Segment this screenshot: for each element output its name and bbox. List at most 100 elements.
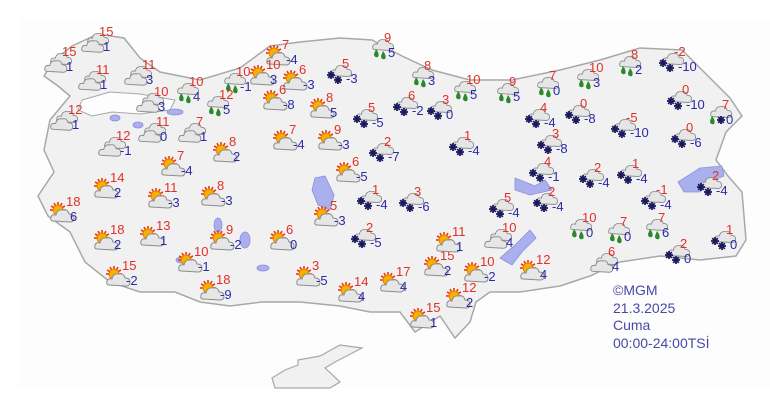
min-temp: -9 — [220, 287, 232, 302]
max-temp: 8 — [326, 90, 334, 105]
weather-station: 9 -3 — [316, 123, 360, 159]
min-temp: 4 — [193, 89, 201, 104]
weather-station: 14 2 — [92, 171, 136, 207]
min-temp: -4 — [508, 205, 520, 220]
cloudy-icon — [44, 53, 72, 73]
max-temp: 1 — [464, 128, 472, 143]
max-temp: 2 — [384, 134, 392, 149]
min-temp: 3 — [270, 72, 278, 87]
min-temp: -10 — [630, 125, 649, 140]
cloudy-icon — [484, 229, 512, 249]
partly-cloudy-icon — [310, 98, 335, 119]
cloudy-icon — [81, 33, 109, 53]
partly-cloudy-icon — [283, 70, 308, 91]
min-temp: -10 — [686, 97, 705, 112]
min-temp: 1 — [66, 59, 74, 74]
snow-icon — [671, 129, 696, 148]
max-temp: 10 — [480, 254, 495, 269]
max-temp: 3 — [414, 184, 422, 199]
max-temp: 5 — [368, 100, 376, 115]
max-temp: 6 — [408, 88, 416, 103]
snow-icon — [489, 199, 514, 218]
max-temp: 6 — [299, 62, 307, 77]
snow-icon — [579, 169, 604, 188]
weather-station: 2 -4 — [530, 185, 574, 221]
min-temp: -2 — [126, 273, 138, 288]
partly-cloudy-icon — [50, 202, 75, 223]
max-temp: 11 — [96, 62, 110, 77]
weather-station: 10 3 — [136, 85, 180, 121]
min-temp: -5 — [370, 235, 382, 250]
max-temp: 10 — [236, 64, 251, 79]
max-temp: 12 — [116, 128, 131, 143]
rain-icon — [497, 83, 519, 104]
snow-icon — [327, 65, 352, 84]
min-temp: -4 — [544, 115, 556, 130]
min-temp: -2 — [484, 269, 496, 284]
min-temp: 3 — [158, 99, 166, 114]
min-temp: 4 — [358, 289, 366, 304]
min-temp: -4 — [286, 52, 298, 67]
weather-station: 1 -4 — [614, 157, 658, 193]
max-temp: 9 — [509, 74, 517, 89]
max-temp: 4 — [544, 154, 552, 169]
weather-station: 11 0 — [138, 115, 182, 151]
lake-acigol — [256, 264, 270, 272]
snow-icon — [399, 193, 424, 212]
min-temp: -5 — [356, 169, 368, 184]
partly-cloudy-icon — [336, 162, 361, 183]
partly-cloudy-icon — [250, 65, 275, 86]
max-temp: 15 — [62, 44, 77, 59]
min-temp: 2 — [233, 149, 241, 164]
min-temp: -3 — [338, 137, 350, 152]
weather-station: 18 -9 — [198, 273, 242, 309]
min-temp: 5 — [470, 87, 478, 102]
weather-station: 5 -5 — [350, 101, 394, 137]
max-temp: 8 — [217, 178, 225, 193]
weather-station: 10 4 — [171, 75, 215, 111]
min-temp: 1 — [160, 233, 168, 248]
snow-icon — [393, 97, 418, 116]
max-temp: 10 — [502, 220, 517, 235]
min-temp: -4 — [293, 137, 305, 152]
weather-station: 15 2 — [422, 249, 466, 285]
rain-snow-icon — [710, 106, 732, 125]
weather-station: 18 2 — [92, 223, 136, 259]
max-temp: 10 — [189, 74, 204, 89]
cloudy-icon — [78, 71, 106, 91]
snow-icon — [449, 137, 474, 156]
partly-cloudy-icon — [318, 130, 343, 151]
max-temp: 6 — [608, 244, 616, 259]
partly-cloudy-icon — [148, 188, 173, 209]
weather-station: 11 3 — [124, 58, 168, 94]
snow-icon — [665, 245, 690, 264]
min-temp: 6 — [70, 209, 78, 224]
weather-station: 4 -4 — [522, 101, 566, 137]
snow-icon — [533, 193, 558, 212]
max-temp: 7 — [620, 214, 628, 229]
weather-station: 12 2 — [444, 281, 488, 317]
min-temp: 1 — [430, 315, 438, 330]
weather-station: 6 -8 — [261, 83, 305, 119]
snow-icon — [351, 229, 376, 248]
min-temp: -3 — [334, 213, 346, 228]
max-temp: 5 — [342, 56, 350, 71]
max-temp: -2 — [674, 44, 686, 59]
partly-cloudy-icon — [178, 252, 203, 273]
partly-cloudy-icon — [270, 230, 295, 251]
min-temp: 6 — [662, 225, 670, 240]
lake-sapanca — [166, 108, 184, 116]
min-temp: -10 — [678, 59, 697, 74]
partly-cloudy-icon — [314, 206, 339, 227]
max-temp: 7 — [177, 148, 185, 163]
max-temp: 1 — [632, 156, 640, 171]
snow-icon — [641, 191, 666, 210]
min-temp: 2 — [444, 263, 452, 278]
max-temp: 10 — [154, 84, 169, 99]
rain-icon — [577, 69, 599, 90]
